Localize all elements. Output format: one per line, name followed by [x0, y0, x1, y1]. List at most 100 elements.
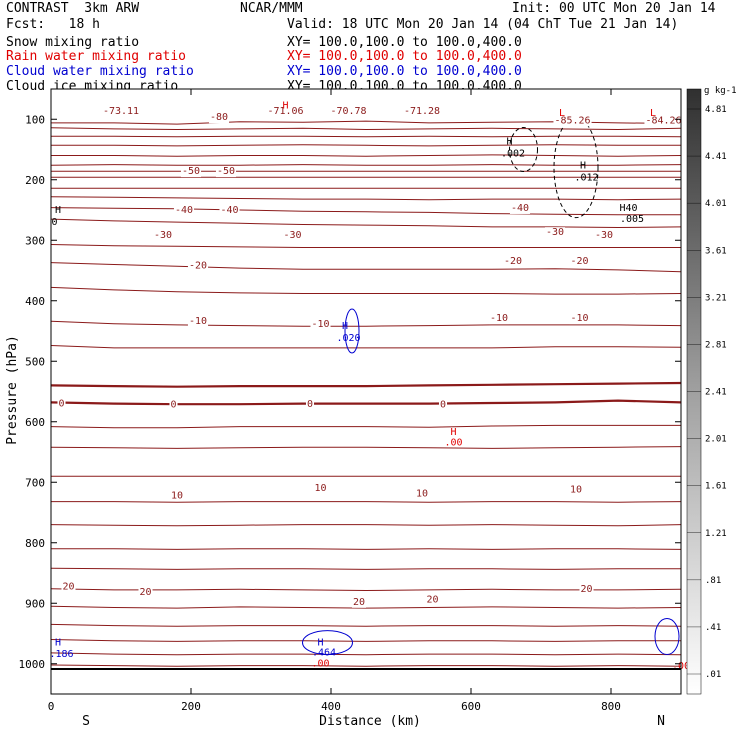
contour-label-mask — [544, 227, 566, 239]
temperature-contour — [51, 286, 681, 295]
contour-label-mask — [305, 398, 315, 410]
contour-label: -10 — [570, 313, 588, 324]
legend-snow-xy: XY= 100.0,100.0 to 100.0,400.0 — [287, 35, 522, 50]
extremum-label: .186 — [49, 649, 73, 660]
contour-label: -71.28 — [404, 106, 440, 117]
contour-label: 10 — [314, 483, 326, 494]
contour-label-mask — [509, 202, 531, 214]
contour-label-mask — [569, 313, 590, 325]
extremum-label: H40 — [619, 203, 637, 214]
contour-label: -50 — [217, 166, 235, 177]
extremum-label: .00 — [444, 438, 462, 449]
contour-label-mask — [215, 166, 237, 178]
contour-label: 0 — [58, 398, 64, 409]
contour-label-mask — [502, 256, 524, 268]
contour-label: -10 — [490, 313, 508, 324]
colorbar: g kg-1 .01 .41 .81 1.21 1.61 2.01 2.41 2.81 3.21… — [686, 86, 737, 695]
contour-label-mask — [488, 313, 510, 325]
legend-cloud-water-label: Cloud water mixing ratio — [6, 64, 194, 79]
contour-label: 10 — [171, 490, 183, 501]
cloud-water-contour — [736, 633, 740, 649]
contour-label: 0 — [307, 399, 313, 410]
extremum-label: H — [450, 427, 456, 438]
contour-label: -10 — [311, 319, 329, 330]
temperature-contour — [51, 154, 681, 157]
y-tick-label: 1000 — [19, 658, 46, 671]
colorbar-label: 2.81 — [705, 340, 727, 350]
contour-label-mask — [180, 166, 202, 178]
legend-rain-label: Rain water mixing ratio — [6, 49, 187, 64]
y-tick-label: 800 — [25, 537, 45, 550]
contour-label-mask — [187, 316, 209, 328]
extremum-label: .464 — [312, 648, 336, 659]
contour-label-mask — [313, 483, 328, 495]
contour-label-mask — [138, 587, 153, 599]
temperature-contour — [51, 218, 681, 229]
contour-label: -70.78 — [330, 106, 366, 117]
contour-label: -71.06 — [267, 106, 303, 117]
temperature-contour — [51, 424, 681, 429]
x-axis-right-end-label: N — [657, 714, 665, 729]
center-name: NCAR/MMM — [240, 1, 303, 16]
colorbar-label: 1.21 — [705, 529, 727, 539]
legend-snow-label: Snow mixing ratio — [6, 35, 140, 50]
contour-label: 20 — [426, 594, 438, 605]
extremum-label: .005 — [620, 214, 644, 225]
contour-label-mask — [579, 584, 594, 596]
contour-label: -20 — [189, 260, 207, 271]
contour-label: 0 — [170, 400, 176, 411]
temperature-contour — [51, 320, 681, 327]
temperature-contour — [51, 639, 681, 642]
contour-label: 20 — [353, 597, 365, 608]
colorbar-label: 4.41 — [705, 152, 727, 162]
contour-label: -20 — [504, 256, 522, 267]
x-tick-label: 400 — [321, 700, 341, 713]
contour-label-mask — [219, 204, 240, 216]
contour-label: 20 — [139, 587, 151, 598]
contour-label: -30 — [283, 230, 301, 241]
temperature-contour — [51, 588, 681, 592]
temperature-contour — [51, 144, 681, 147]
contour-label-mask — [414, 488, 430, 500]
y-axis-title: Pressure (hPa) — [5, 335, 20, 445]
temperature-contour — [51, 446, 681, 449]
temperature-contour — [51, 664, 681, 667]
contour-label-mask — [282, 230, 303, 242]
contour-label: -85.26 — [554, 115, 590, 126]
temperature-contour — [51, 524, 681, 527]
extremum-label: .00 — [311, 659, 329, 670]
x-axis-left-end-label: S — [82, 714, 90, 729]
contour-label: -84.26 — [645, 115, 681, 126]
contour-label-mask — [187, 260, 209, 272]
colorbar-label: 4.81 — [705, 105, 727, 115]
contour-label: 20 — [580, 584, 592, 595]
contour-label-mask — [169, 490, 185, 502]
contour-label-mask — [553, 115, 592, 127]
temperature-contour — [51, 399, 681, 406]
y-tick-label: 300 — [25, 234, 45, 247]
contour-label: -30 — [154, 230, 172, 241]
temperature-contour — [51, 262, 681, 273]
extremum-label: 0 — [51, 217, 57, 228]
contour-label-mask — [152, 230, 174, 242]
contour-label: -10 — [189, 316, 207, 327]
extremum-label: H — [317, 637, 323, 648]
extremum-label: .002 — [501, 149, 525, 160]
temperature-contour — [51, 196, 681, 201]
y-tick-label: 400 — [25, 295, 45, 308]
colorbar-label: .01 — [705, 670, 721, 680]
x-axis-title: Distance (km) — [319, 714, 421, 729]
contour-label: -80 — [210, 112, 228, 123]
y-tick-label: 200 — [25, 174, 45, 187]
cloud-water-contour — [302, 630, 353, 656]
extremum-label: H — [55, 205, 61, 216]
contour-label: -73.11 — [103, 106, 139, 117]
contour-label: -20 — [570, 256, 588, 267]
legend-rain-xy: XY= 100.0,100.0 to 100.0,400.0 — [287, 49, 522, 64]
temperature-contour — [51, 652, 681, 656]
temperature-contour — [51, 623, 681, 627]
y-tick-label: 500 — [25, 355, 45, 368]
colorbar-label: .41 — [705, 623, 721, 633]
contour-label-mask — [61, 581, 76, 593]
